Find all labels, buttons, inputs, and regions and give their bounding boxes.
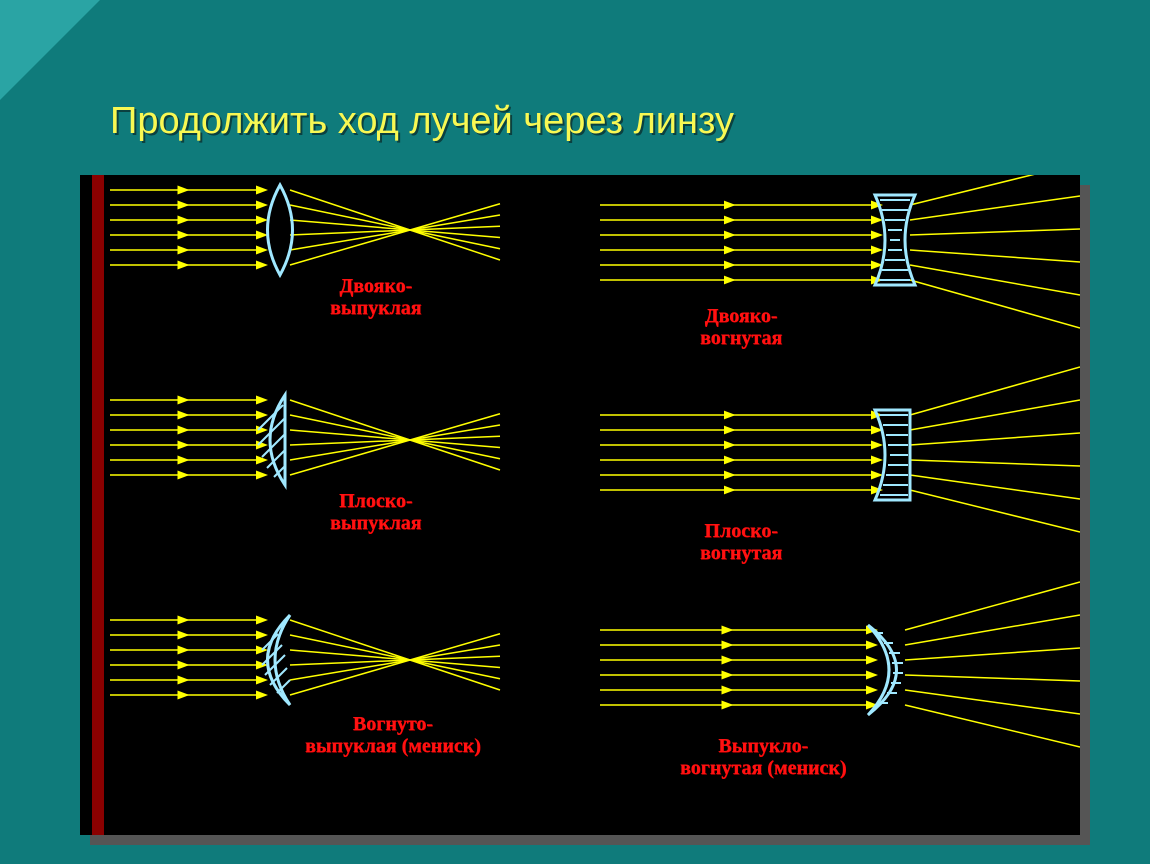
lens-diagram-svg xyxy=(80,175,1080,835)
lens-label-biconvex: Двояко-выпуклая xyxy=(330,275,422,319)
diagram: Двояко-выпуклая Плоско-выпуклая Вогнуто-вы… xyxy=(80,175,1080,835)
lens-label-biconcave: Двояко-вогнутая xyxy=(700,305,782,349)
lens-label-planoconcave: Плоско-вогнутая xyxy=(700,520,782,564)
diagram-container: Двояко-выпуклая Плоско-выпуклая Вогнуто-вы… xyxy=(80,175,1080,835)
slide-title: Продолжить ход лучей через линзу xyxy=(110,100,734,143)
lens-label-convexmeniscus: Вогнуто-выпуклая (мениск) xyxy=(305,713,481,757)
lens-label-planoconvex: Плоско-выпуклая xyxy=(330,490,422,534)
lens-label-concavemeniscus: Выпукло-вогнутая (мениск) xyxy=(680,735,846,779)
slide-corner-fold xyxy=(0,0,100,100)
